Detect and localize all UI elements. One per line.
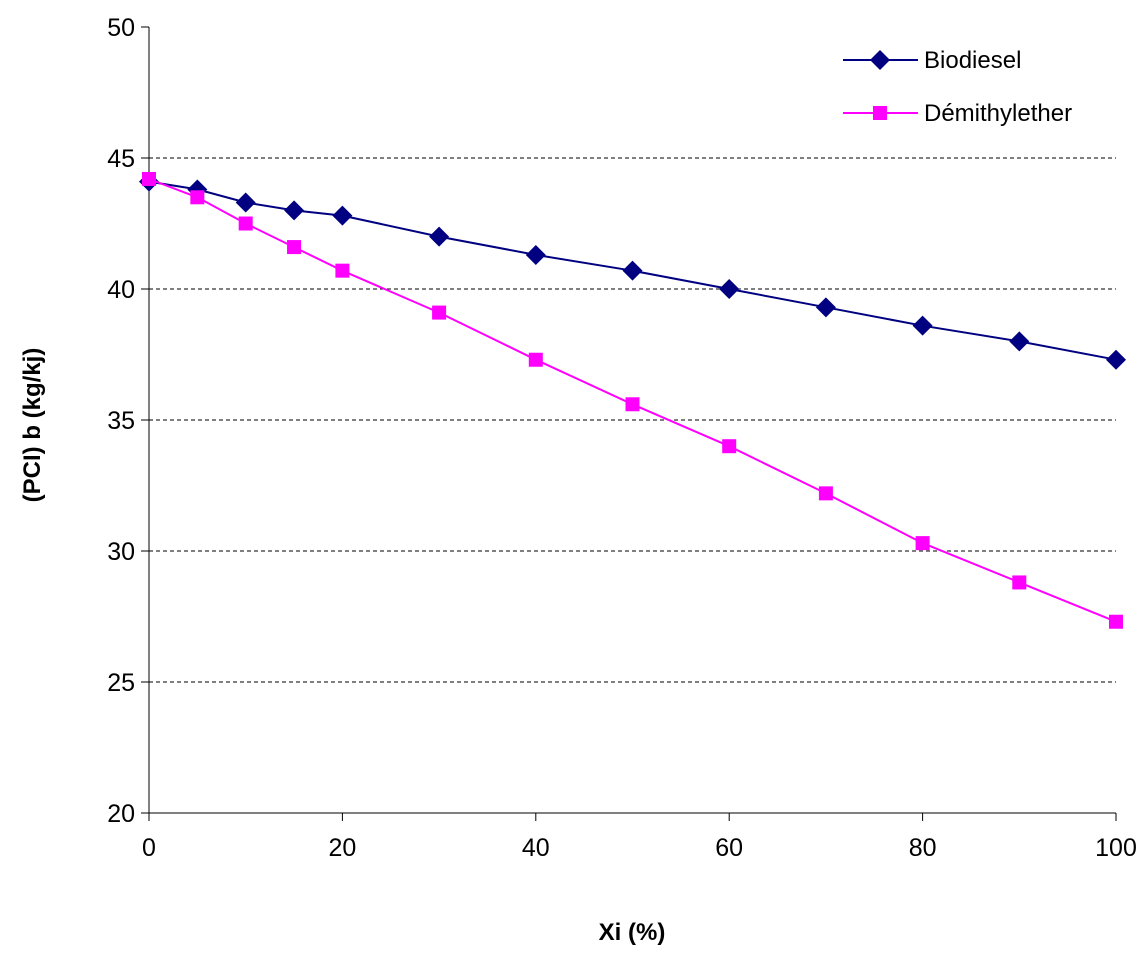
x-tick-label: 60 (715, 834, 743, 862)
data-point-dmithylether (432, 305, 447, 320)
y-tick-label: 30 (107, 538, 135, 566)
x-tick-label: 100 (1095, 834, 1137, 862)
x-axis-title: Xi (%) (599, 919, 666, 946)
data-point-biodiesel (1009, 331, 1030, 352)
y-tick-label: 25 (107, 669, 135, 697)
y-tick-label: 45 (107, 145, 135, 173)
x-tick-label: 80 (909, 834, 937, 862)
x-tick-label: 0 (142, 834, 156, 862)
grid-lines (149, 157, 1116, 683)
axes (141, 26, 1117, 821)
data-point-dmithylether (190, 190, 205, 205)
series-dmithylether (142, 171, 1123, 629)
legend-label-demithylether: Démithylether (924, 100, 1072, 127)
y-tick-label: 50 (107, 14, 135, 42)
data-point-dmithylether (915, 536, 930, 551)
legend-label-biodiesel: Biodiesel (924, 47, 1021, 74)
data-point-biodiesel (332, 205, 353, 226)
y-tick-label: 35 (107, 407, 135, 435)
data-point-dmithylether (722, 439, 737, 454)
y-axis-title: (PCI) b (kg/kj) (19, 348, 46, 503)
data-point-biodiesel (1106, 349, 1126, 370)
data-point-biodiesel (525, 244, 546, 265)
data-point-biodiesel (622, 260, 643, 281)
data-point-dmithylether (625, 397, 640, 412)
data-point-dmithylether (287, 240, 302, 255)
y-tick-label: 20 (107, 800, 135, 828)
data-point-dmithylether (1109, 614, 1123, 629)
x-tick-label: 20 (328, 834, 356, 862)
data-point-dmithylether (238, 216, 253, 231)
data-point-biodiesel (815, 297, 836, 318)
data-point-dmithylether (1012, 575, 1027, 590)
y-tick-label: 40 (107, 276, 135, 304)
series-biodiesel (139, 171, 1126, 370)
legend-marker-biodiesel (870, 50, 890, 70)
data-series (139, 171, 1126, 629)
data-point-dmithylether (142, 171, 156, 186)
data-point-dmithylether (528, 352, 543, 367)
legend-marker-demithylether (873, 106, 887, 120)
data-point-biodiesel (284, 200, 305, 221)
legend: Biodiesel Démithylether (843, 47, 1072, 127)
data-point-biodiesel (912, 315, 933, 336)
data-point-biodiesel (429, 226, 450, 247)
x-tick-label: 40 (522, 834, 550, 862)
data-point-dmithylether (335, 263, 350, 278)
data-point-biodiesel (719, 279, 740, 299)
data-point-biodiesel (235, 192, 256, 213)
data-point-dmithylether (818, 486, 833, 501)
